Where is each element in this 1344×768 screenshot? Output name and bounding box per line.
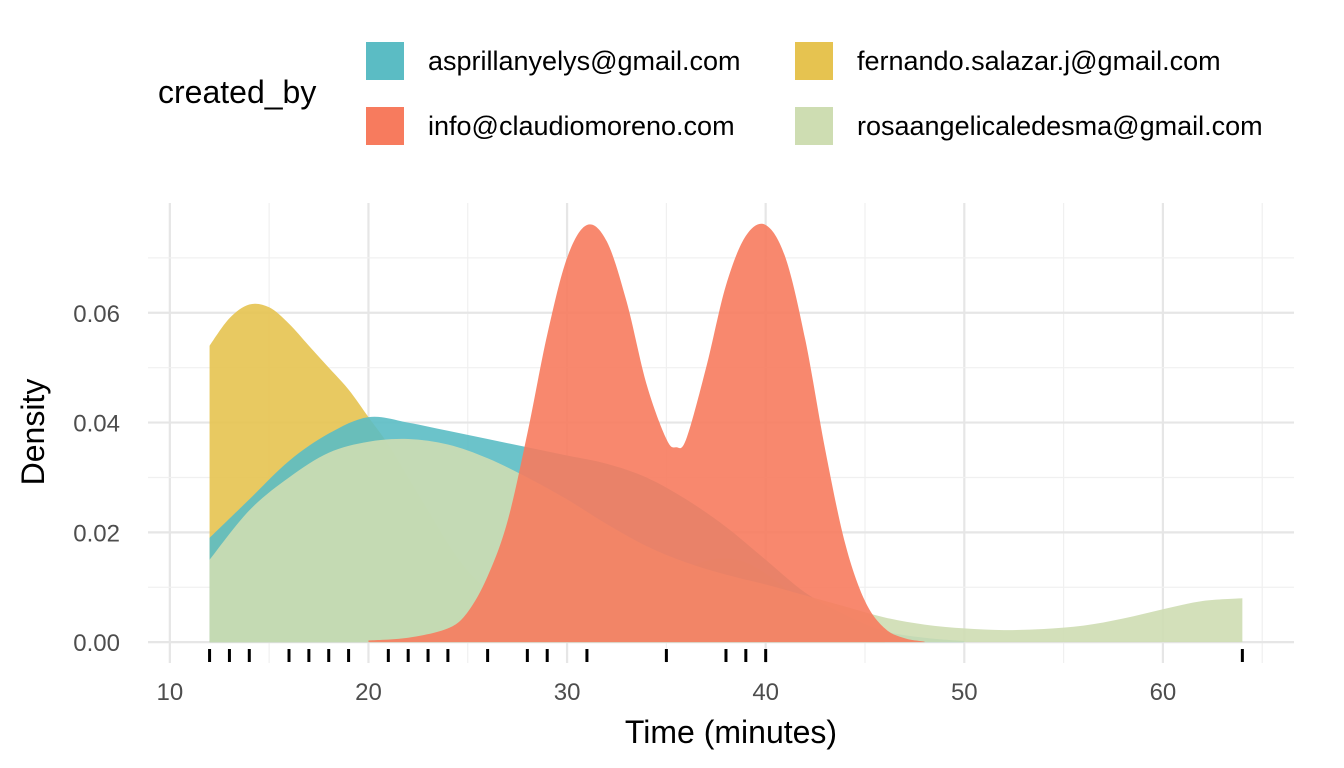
density-area-3 — [368, 223, 925, 643]
legend-label-fernando: fernando.salazar.j@gmail.com — [857, 45, 1221, 76]
legend-label-claudiomoreno: info@claudiomoreno.com — [428, 110, 735, 141]
y-tick-label: 0.02 — [73, 520, 120, 547]
x-tick-label: 50 — [951, 679, 978, 706]
y-axis-title: Density — [15, 379, 51, 486]
x-tick-label: 10 — [156, 679, 183, 706]
y-tick-label: 0.04 — [73, 411, 120, 438]
x-tick-label: 20 — [355, 679, 382, 706]
legend: created_by asprillanyelys@gmail.com fern… — [0, 0, 1344, 170]
x-axis-title: Time (minutes) — [625, 714, 837, 750]
rug-marks — [208, 649, 1244, 662]
legend-item-claudiomoreno: info@claudiomoreno.com — [366, 106, 735, 146]
legend-item-asprillanyelys: asprillanyelys@gmail.com — [366, 41, 741, 81]
legend-item-fernando: fernando.salazar.j@gmail.com — [795, 41, 1221, 81]
legend-key-rosaangelica — [795, 107, 833, 145]
x-tick-label: 30 — [554, 679, 581, 706]
density-area-2 — [209, 438, 1243, 643]
legend-label-asprillanyelys: asprillanyelys@gmail.com — [428, 45, 741, 76]
legend-key-fernando — [795, 42, 833, 80]
legend-key-claudiomoreno — [366, 107, 404, 145]
legend-title: created_by — [158, 74, 317, 110]
x-tick-label: 60 — [1150, 679, 1177, 706]
legend-item-rosaangelica: rosaangelicaledesma@gmail.com — [795, 106, 1263, 146]
legend-key-asprillanyelys — [366, 42, 404, 80]
x-tick-label: 40 — [752, 679, 779, 706]
axes: 10 20 30 40 50 60 0.00 0.02 0.04 0.06 — [73, 301, 1176, 706]
legend-label-rosaangelica: rosaangelicaledesma@gmail.com — [857, 110, 1263, 141]
y-tick-label: 0.00 — [73, 630, 120, 657]
density-areas — [209, 223, 1243, 643]
y-tick-label: 0.06 — [73, 301, 120, 328]
